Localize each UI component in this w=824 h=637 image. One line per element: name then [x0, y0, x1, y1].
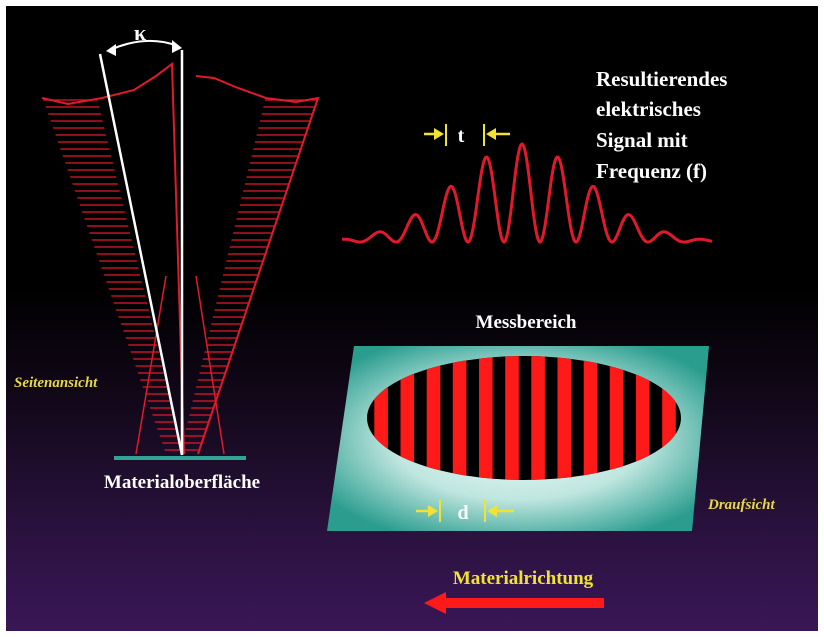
diagram-frame: κ Materialoberfläche Seitenansicht t Res…: [6, 6, 818, 631]
signal-description: Resultierendes elektrisches Signal mit F…: [596, 67, 727, 183]
oval-stripe: [583, 356, 598, 480]
beam-right-outer-edge: [195, 75, 320, 455]
signal-line-2: elektrisches: [596, 97, 701, 121]
beam-right-wavefronts: [180, 99, 318, 451]
oval-stripe: [505, 356, 519, 480]
oval-stripe: [400, 356, 415, 480]
beam-left-wavefronts: [42, 99, 184, 451]
t-period-marker: t: [424, 124, 510, 147]
materialrichtung-arrow: [424, 592, 604, 614]
signal-line-1: Resultierendes: [596, 67, 727, 91]
kappa-label: κ: [134, 20, 147, 45]
seitenansicht-label: Seitenansicht: [14, 375, 98, 391]
oval-stripe: [426, 356, 441, 480]
angle-arc-arrow-right: [172, 40, 182, 53]
signal-line-3: Signal mit: [596, 128, 688, 152]
d-spacing-marker: d: [416, 500, 514, 524]
beam-inner-crossing: [135, 275, 225, 455]
beam-right: [180, 75, 320, 455]
angle-arc-arrow-left: [106, 44, 116, 56]
materialrichtung-label: Materialrichtung: [453, 568, 594, 589]
oval-stripe: [557, 356, 572, 480]
oval-stripe: [531, 356, 545, 480]
oval-stripe: [609, 356, 624, 480]
materialoberflaeche-label: Materialoberfläche: [104, 472, 260, 493]
t-label: t: [458, 125, 465, 147]
d-label: d: [457, 502, 468, 524]
beam-left-outer-edge: [41, 62, 185, 455]
messbereich-label: Messbereich: [476, 312, 577, 333]
oval-stripe: [452, 356, 467, 480]
beam-inner-right-edge: [195, 275, 225, 455]
signal-waveform: [341, 142, 713, 244]
oval-stripe: [636, 356, 650, 480]
draufsicht-label: Draufsicht: [707, 497, 776, 513]
beam-axis-left: [98, 53, 184, 456]
signal-line-4: Frequenz (f): [596, 159, 707, 183]
beam-inner-left-edge: [135, 275, 167, 455]
beam-left: [41, 62, 185, 455]
diagram-svg: κ Materialoberfläche Seitenansicht t Res…: [14, 20, 776, 614]
oval-stripe: [479, 356, 493, 480]
